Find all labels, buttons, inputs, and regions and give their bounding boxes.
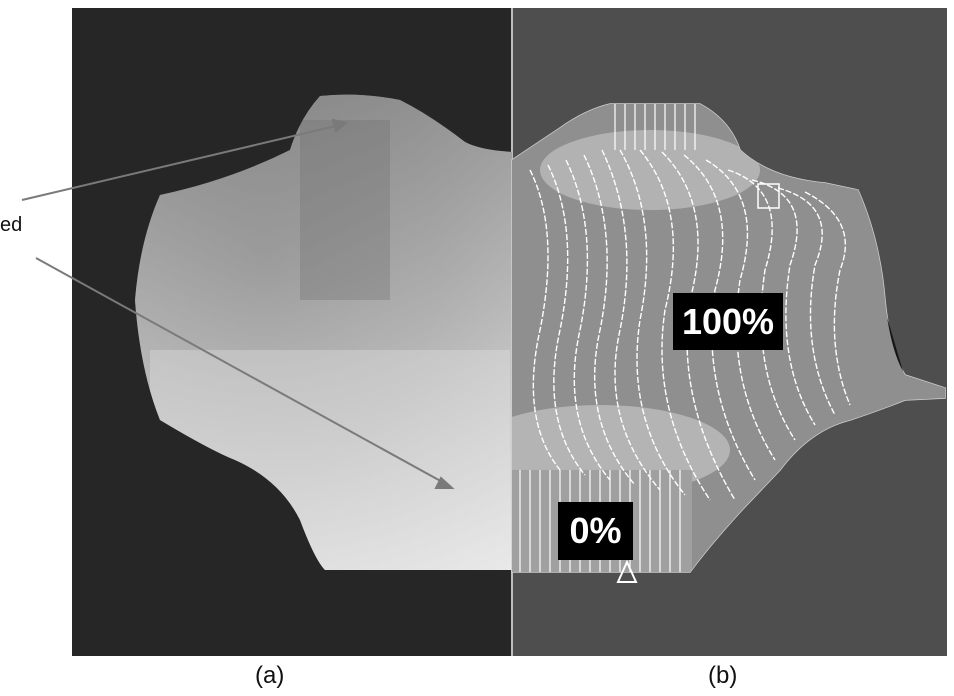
- marker-triangle: [616, 559, 638, 583]
- caption-panel-a: (a): [255, 662, 285, 689]
- label-0-percent: 0%: [558, 502, 633, 560]
- marker-square: [757, 183, 780, 209]
- caption-panel-b: (b): [708, 662, 738, 689]
- label-100-percent: 100%: [673, 293, 783, 350]
- annotation-arrows: [21, 118, 455, 489]
- side-label-fragment: ed: [0, 214, 23, 236]
